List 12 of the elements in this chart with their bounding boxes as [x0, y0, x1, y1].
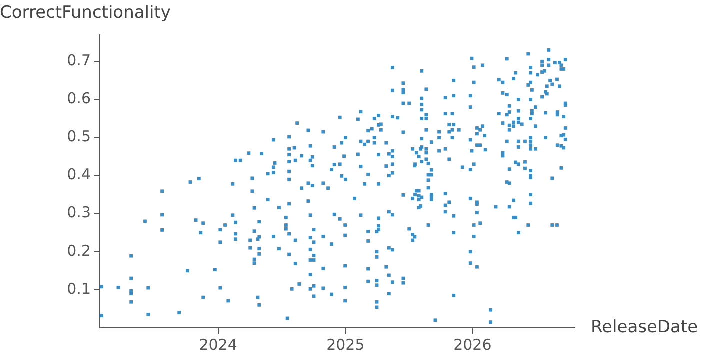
y-tick-label: 0.3 — [67, 204, 91, 222]
y-tick-label: 0.4 — [67, 166, 91, 184]
x-tick-label: 2024 — [199, 336, 238, 354]
y-tick-label: 0.7 — [67, 52, 91, 70]
y-tick-label: 0.1 — [67, 280, 91, 298]
y-axis-title: CorrectFunctionality — [0, 3, 171, 23]
x-tick-label: 2025 — [326, 336, 365, 354]
x-tick-label: 2026 — [454, 336, 492, 354]
y-tick-label: 0.5 — [67, 128, 91, 146]
y-tick-label: 0.2 — [67, 242, 91, 260]
x-axis-title: ReleaseDate — [591, 317, 698, 338]
y-tick-label: 0.6 — [67, 90, 91, 108]
